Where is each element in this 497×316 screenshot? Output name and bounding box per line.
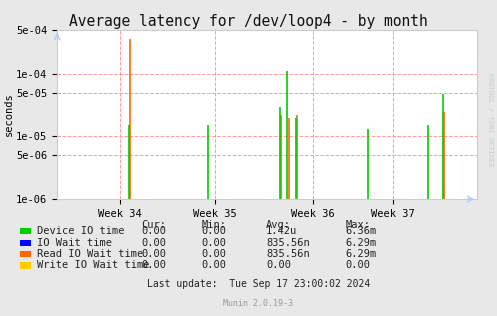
Text: Avg:: Avg:: [266, 220, 291, 230]
Text: Average latency for /dev/loop4 - by month: Average latency for /dev/loop4 - by mont…: [69, 14, 428, 29]
Text: Read IO Wait time: Read IO Wait time: [37, 249, 143, 259]
Text: 0.00: 0.00: [266, 260, 291, 270]
Text: 0.00: 0.00: [201, 226, 226, 236]
Text: 0.00: 0.00: [201, 249, 226, 259]
Text: Cur:: Cur:: [142, 220, 166, 230]
Text: Write IO Wait time: Write IO Wait time: [37, 260, 149, 270]
Text: 6.36m: 6.36m: [345, 226, 377, 236]
Text: 0.00: 0.00: [142, 260, 166, 270]
Text: 835.56n: 835.56n: [266, 238, 310, 248]
Text: 6.29m: 6.29m: [345, 249, 377, 259]
Text: 0.00: 0.00: [142, 238, 166, 248]
Text: 6.29m: 6.29m: [345, 238, 377, 248]
Text: 1.42u: 1.42u: [266, 226, 297, 236]
Text: Munin 2.0.19-3: Munin 2.0.19-3: [224, 299, 293, 308]
Text: Last update:  Tue Sep 17 23:00:02 2024: Last update: Tue Sep 17 23:00:02 2024: [147, 279, 370, 289]
Text: 0.00: 0.00: [201, 260, 226, 270]
Text: IO Wait time: IO Wait time: [37, 238, 112, 248]
Text: 0.00: 0.00: [142, 249, 166, 259]
Text: Min:: Min:: [201, 220, 226, 230]
Text: RRDTOOL / TOBI OETIKER: RRDTOOL / TOBI OETIKER: [487, 73, 493, 167]
Text: Max:: Max:: [345, 220, 370, 230]
Text: 835.56n: 835.56n: [266, 249, 310, 259]
Text: 0.00: 0.00: [345, 260, 370, 270]
Text: 0.00: 0.00: [201, 238, 226, 248]
Y-axis label: seconds: seconds: [3, 93, 13, 137]
Text: Device IO time: Device IO time: [37, 226, 124, 236]
Text: 0.00: 0.00: [142, 226, 166, 236]
